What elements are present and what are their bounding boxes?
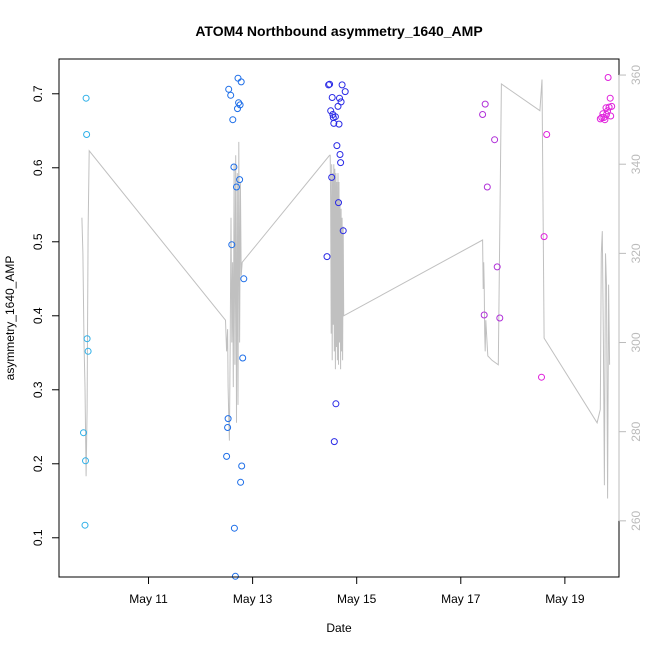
data-point [231,572,239,580]
data-point [238,462,246,470]
data-point [333,142,341,150]
data-point [224,415,232,423]
data-point [496,314,504,322]
data-point [331,113,339,121]
right-tick-label: 280 [629,421,643,441]
data-point [236,101,244,109]
data-point [240,275,248,283]
y-tick-label: 0.2 [31,455,45,472]
data-point [83,131,91,138]
data-point [81,521,89,529]
data-point [327,107,335,115]
x-tick-label: May 19 [545,592,585,606]
data-point [330,119,338,127]
data-point [237,78,245,86]
data-point [608,102,616,110]
data-point [233,183,240,191]
data-point [335,120,343,128]
data-point [603,111,610,118]
y-tick-label: 0.7 [31,85,45,102]
data-point [607,112,615,120]
data-point [237,478,245,486]
right-tick-label: 260 [629,510,643,530]
data-point [543,131,551,138]
data-point [236,176,244,184]
data-point [323,253,331,261]
y-tick-label: 0.3 [31,381,45,398]
data-point [228,241,236,249]
line-layer [81,79,611,499]
data-point [336,151,344,158]
x-tick-label: May 11 [129,592,168,606]
data-point [330,438,338,446]
right-tick-label: 360 [629,65,643,85]
data-point [338,81,346,89]
data-point [328,173,336,181]
data-point [481,100,489,108]
x-tick-label: May 17 [441,592,481,606]
right-axis: 260 280 300 320 340 360 [618,65,643,531]
data-point [229,116,237,124]
data-point [540,233,548,241]
data-point [80,429,87,437]
data-point [479,111,487,118]
data-point [604,107,612,115]
data-point [480,311,488,319]
chart-title: ATOM4 Northbound asymmetry_1640_AMP [195,23,482,39]
data-point [606,94,614,102]
y-tick-label: 0.1 [31,529,45,546]
right-tick-label: 300 [629,332,643,352]
data-point [82,94,90,102]
data-point [326,80,334,88]
data-point [224,424,232,431]
points-layer [80,74,616,580]
data-point [328,94,336,101]
data-point [332,400,340,408]
y-axis-label: asymmetry_1640_AMP [3,256,17,381]
data-point [83,335,91,343]
secondary-line [81,79,611,499]
right-tick-label: 340 [629,154,643,174]
data-point [223,452,231,460]
data-point [341,88,349,96]
left-axis: 0.1 0.2 0.3 0.4 0.5 0.6 0.7 [31,85,60,546]
data-point [230,524,238,532]
data-point [230,163,238,171]
data-point [337,98,345,106]
data-point [227,91,235,99]
data-point [604,74,612,81]
data-point [538,373,545,381]
data-point [491,136,499,144]
data-point [84,347,92,355]
x-tick-label: May 15 [337,592,377,606]
data-point [239,354,247,362]
right-tick-label: 320 [629,243,643,263]
y-tick-label: 0.5 [31,233,45,250]
x-tick-label: May 13 [233,592,273,606]
data-point [339,227,347,235]
data-point [234,74,242,82]
y-tick-label: 0.4 [31,307,45,324]
x-axis-label: Date [326,621,352,635]
data-point [82,457,89,465]
data-point [493,263,501,271]
data-point [335,199,342,207]
y-tick-label: 0.6 [31,159,45,176]
data-point [325,81,333,89]
bottom-axis: May 11 May 13 May 15 May 17 May 19 [129,576,585,606]
data-point [483,183,491,191]
data-point [225,85,233,93]
data-point [336,94,343,102]
data-point [337,159,345,167]
